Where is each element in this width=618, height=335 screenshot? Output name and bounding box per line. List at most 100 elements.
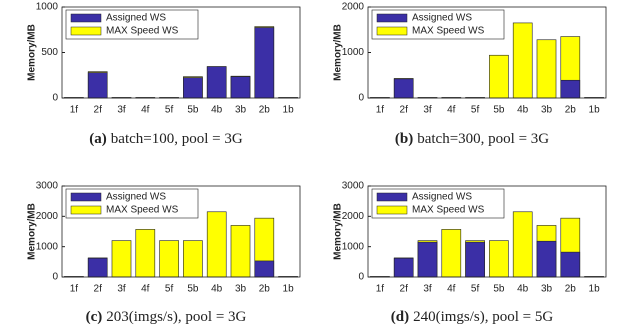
x-tick-label: 1b: [283, 284, 295, 295]
bar: [417, 241, 438, 278]
x-tick-label: 4b: [211, 284, 223, 295]
bar: [560, 251, 581, 278]
y-axis-label: Memory/MB: [27, 24, 38, 81]
subplot: 0 500 1000 1f 2f 3f 4f 5f 5b 4b 3b 2b 1b Memory/MB Ass…: [27, 2, 301, 147]
x-tick-label: 5b: [493, 105, 505, 116]
y-tick-label: 500: [41, 47, 58, 58]
caption-text: 203(imgs/s), pool = 3G: [106, 309, 246, 325]
bar: [254, 260, 275, 278]
x-tick-label: 1f: [70, 105, 79, 116]
x-tick-label: 3f: [117, 284, 126, 295]
bar: [230, 76, 251, 99]
axes-frame: [367, 6, 607, 99]
legend-label: MAX Speed WS: [412, 205, 485, 216]
x-tick-label: 4b: [517, 284, 529, 295]
y-tick-label: 1000: [36, 241, 59, 252]
y-tick-label: 0: [52, 272, 58, 283]
bar: [393, 78, 414, 99]
x-tick-label: 3b: [235, 284, 247, 295]
caption-label: (d): [391, 309, 409, 325]
bar: [465, 241, 485, 278]
y-tick-label: 2000: [342, 211, 365, 222]
bar: [512, 22, 533, 99]
y-tick-label: 0: [52, 93, 58, 104]
bar: [536, 240, 557, 278]
caption-text: 240(imgs/s), pool = 5G: [413, 309, 553, 325]
x-tick-label: 4f: [447, 105, 456, 116]
axes-frame: [367, 185, 607, 278]
x-tick-label: 3f: [117, 105, 126, 116]
y-tick-label: 3000: [36, 181, 59, 192]
legend-swatch: [70, 192, 102, 202]
caption-text: batch=100, pool = 3G: [111, 131, 243, 147]
x-tick-label: 2f: [94, 105, 103, 116]
x-tick-label: 4f: [447, 284, 456, 295]
bar: [183, 77, 203, 99]
x-tick-label: 2f: [400, 284, 409, 295]
caption-label: (b): [395, 131, 413, 147]
x-tick-label: 1b: [589, 284, 601, 295]
caption: (d) 240(imgs/s), pool = 5G: [391, 309, 554, 325]
bar: [441, 229, 462, 278]
bar: [87, 257, 108, 278]
bar: [206, 211, 227, 278]
legend-label: Assigned WS: [412, 192, 472, 203]
x-tick-label: 5b: [187, 284, 199, 295]
caption-label: (c): [86, 309, 103, 325]
legend-label: MAX Speed WS: [106, 205, 179, 216]
caption: (a) batch=100, pool = 3G: [89, 131, 243, 147]
bar: [206, 66, 227, 99]
legend-label: MAX Speed WS: [106, 26, 179, 37]
legend-swatch: [70, 205, 102, 215]
x-tick-label: 3b: [541, 105, 553, 116]
x-tick-label: 2b: [259, 105, 271, 116]
bar: [159, 240, 179, 278]
legend-swatch: [376, 26, 408, 36]
y-tick-label: 0: [358, 272, 364, 283]
bar: [536, 39, 557, 99]
subplot: 0 1000 2000 3000 1f 2f 3f 4f 5f 5b 4b 3b 2b 1b Memory/…: [333, 181, 607, 325]
axes-frame: [61, 185, 301, 278]
caption: (b) batch=300, pool = 3G: [395, 131, 549, 147]
x-tick-label: 5f: [165, 284, 174, 295]
bar: [230, 225, 251, 278]
legend-label: Assigned WS: [106, 192, 166, 203]
x-tick-label: 5f: [471, 284, 480, 295]
legend-swatch: [70, 26, 102, 36]
y-axis-label: Memory/MB: [27, 203, 38, 260]
y-tick-label: 2000: [342, 2, 365, 13]
bar: [254, 27, 275, 99]
x-tick-label: 2f: [94, 284, 103, 295]
x-tick-label: 2f: [400, 105, 409, 116]
legend-label: Assigned WS: [106, 13, 166, 24]
x-tick-label: 1f: [376, 284, 385, 295]
y-tick-label: 1000: [342, 47, 365, 58]
caption-label: (a): [89, 131, 107, 147]
x-tick-label: 2b: [565, 105, 577, 116]
legend-label: Assigned WS: [412, 13, 472, 24]
legend-swatch: [376, 205, 408, 215]
y-axis-label: Memory/MB: [333, 24, 344, 81]
legend-label: MAX Speed WS: [412, 26, 485, 37]
axes-frame: [61, 6, 301, 99]
bar: [512, 211, 533, 278]
x-tick-label: 5f: [165, 105, 174, 116]
x-tick-label: 3f: [423, 105, 432, 116]
bar: [489, 54, 509, 99]
x-tick-label: 1f: [70, 284, 79, 295]
x-tick-label: 3b: [235, 105, 247, 116]
bar: [87, 72, 108, 99]
legend-swatch: [70, 13, 102, 23]
y-tick-label: 2000: [36, 211, 59, 222]
y-tick-label: 3000: [342, 181, 365, 192]
bar: [135, 229, 156, 278]
bar: [489, 240, 509, 278]
x-tick-label: 4b: [211, 105, 223, 116]
x-tick-label: 5f: [471, 105, 480, 116]
bar: [183, 240, 203, 278]
bar: [393, 257, 414, 278]
bar: [111, 240, 132, 278]
subplot: 0 1000 2000 1f 2f 3f 4f 5f 5b 4b 3b 2b 1b Memory/MB As…: [333, 2, 607, 147]
x-tick-label: 5b: [187, 105, 199, 116]
